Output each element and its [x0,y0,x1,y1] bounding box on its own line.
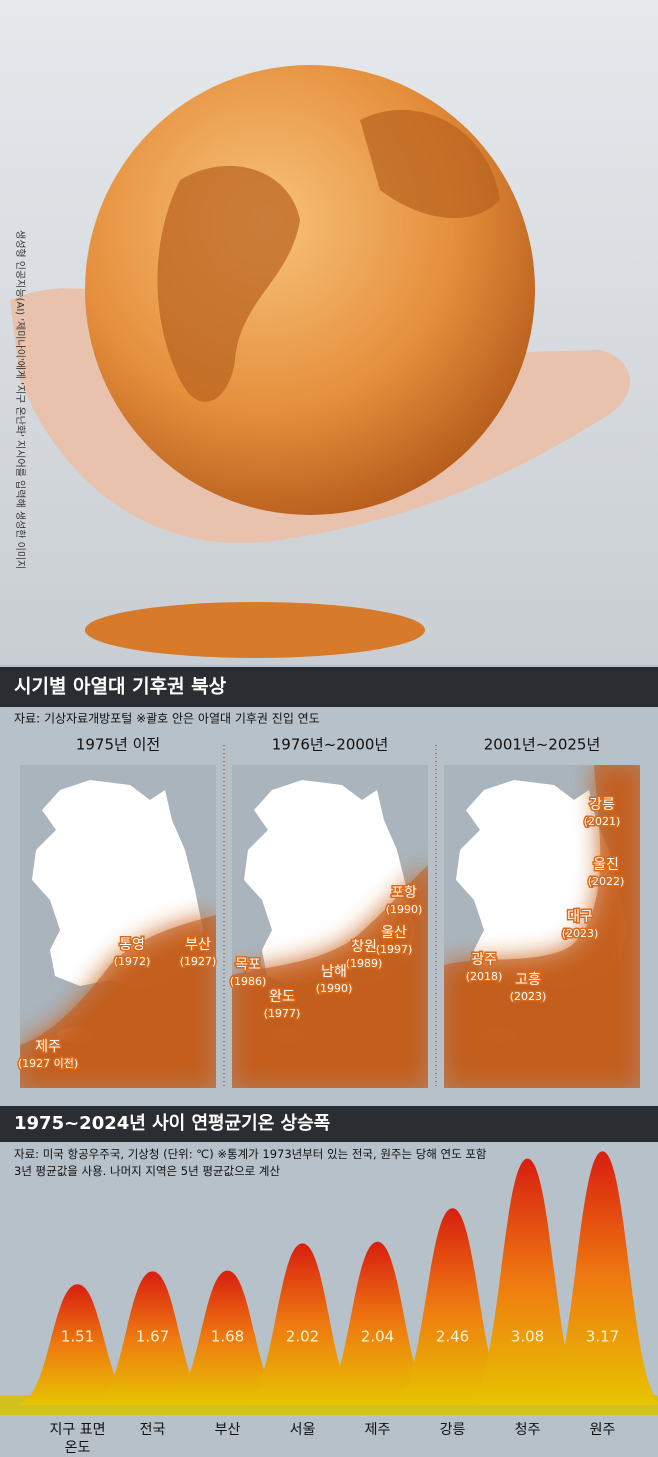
city-name: 남해 [321,964,347,980]
city-name: 부산 [185,937,211,953]
value-label: 3.17 [586,1328,619,1346]
panel-title: 1976년~2000년 [272,736,389,754]
city-name: 창원 [351,939,377,955]
entry-year: (2022) [588,875,625,888]
city-name: 광주 [471,952,497,968]
x-tick-label: 부산 [196,1421,260,1439]
x-tick-label: 전국 [121,1421,185,1439]
x-tick-label: 서울 [271,1421,335,1439]
city-name: 완도 [269,989,295,1005]
value-label: 2.46 [436,1328,469,1346]
entry-year: (1990) [386,903,423,916]
entry-year: (1986) [230,975,267,988]
city-name: 고흥 [515,972,541,988]
city-name: 울산 [381,925,407,941]
x-tick-label: 청주 [496,1421,560,1439]
panel-title: 2001년~2025년 [484,736,601,754]
city-name: 포항 [391,885,417,901]
entry-year: (1927) [180,955,217,968]
value-label: 1.67 [136,1328,169,1346]
entry-year: (2018) [466,970,503,983]
entry-year: (1990) [316,982,353,995]
value-label: 1.51 [61,1328,94,1346]
city-name: 대구 [567,909,593,925]
value-label: 1.68 [211,1328,244,1346]
entry-year: (2023) [510,990,547,1003]
value-label: 2.04 [361,1328,394,1346]
value-label: 3.08 [511,1328,544,1346]
value-label: 2.02 [286,1328,319,1346]
city-name: 강릉 [589,797,615,813]
chart-title: 1975~2024년 사이 연평균기온 상승폭 [14,1113,330,1134]
entry-year: (1997) [376,943,413,956]
entry-year: (1989) [346,957,383,970]
x-tick-label: 강릉 [421,1421,485,1439]
x-tick-label: 제주 [346,1421,410,1439]
entry-year: (1927 이전) [18,1057,78,1070]
section-title: 시기별 아열대 기후권 북상 [14,676,227,698]
panel-title: 1975년 이전 [76,736,160,754]
entry-year: (1977) [264,1007,301,1020]
photo-caption: 생성형 인공지능(AI) '제미나이'에게 '지구 온난화' 지시어를 입력해 … [14,230,27,569]
x-tick-label: 지구 표면온도 [46,1421,110,1457]
entry-year: (1972) [114,955,151,968]
x-tick-label: 원주 [571,1421,635,1439]
chart-note: 자료: 미국 항공우주국, 기상청 (단위: ℃) ※통계가 1973년부터 있… [14,1146,494,1180]
globe [85,65,535,515]
puddle [85,602,425,658]
entry-year: (2023) [562,927,599,940]
city-name: 울진 [593,857,619,873]
city-name: 목포 [235,957,261,973]
city-name: 통영 [119,937,145,953]
source: 자료: 기상자료개방포털 ※괄호 안은 아열대 기후권 진입 연도 [14,712,320,726]
entry-year: (2021) [584,815,621,828]
city-name: 제주 [35,1039,61,1055]
